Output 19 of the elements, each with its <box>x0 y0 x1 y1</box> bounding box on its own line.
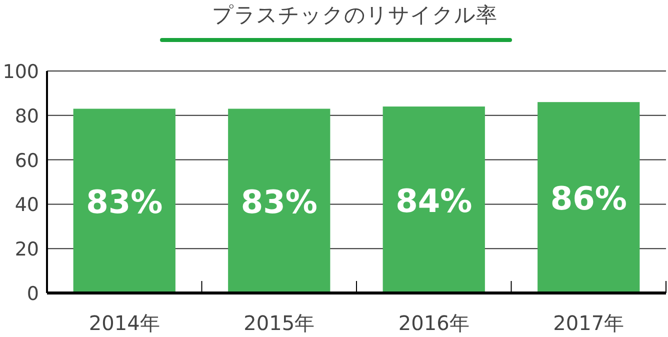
y-tick-label: 0 <box>26 283 39 305</box>
y-tick-label: 100 <box>2 61 39 83</box>
y-tick-label: 60 <box>14 150 39 172</box>
y-tick-label: 40 <box>14 194 39 216</box>
bar <box>382 106 485 293</box>
bar <box>73 108 176 293</box>
chart-title: プラスチックのリサイクル率 <box>212 3 497 27</box>
y-tick-label: 20 <box>14 238 39 261</box>
bar <box>538 102 640 293</box>
x-tick-label: 2016年 <box>398 311 470 335</box>
y-tick-label: 80 <box>14 105 39 128</box>
data-label: 86% <box>550 180 627 218</box>
x-tick-label: 2015年 <box>244 311 315 335</box>
x-tick-label: 2017年 <box>553 311 624 335</box>
bar <box>228 108 330 293</box>
data-label: 83% <box>86 182 163 221</box>
data-label: 84% <box>396 182 472 220</box>
x-tick-label: 2014年 <box>88 311 160 335</box>
data-label: 83% <box>240 182 318 221</box>
